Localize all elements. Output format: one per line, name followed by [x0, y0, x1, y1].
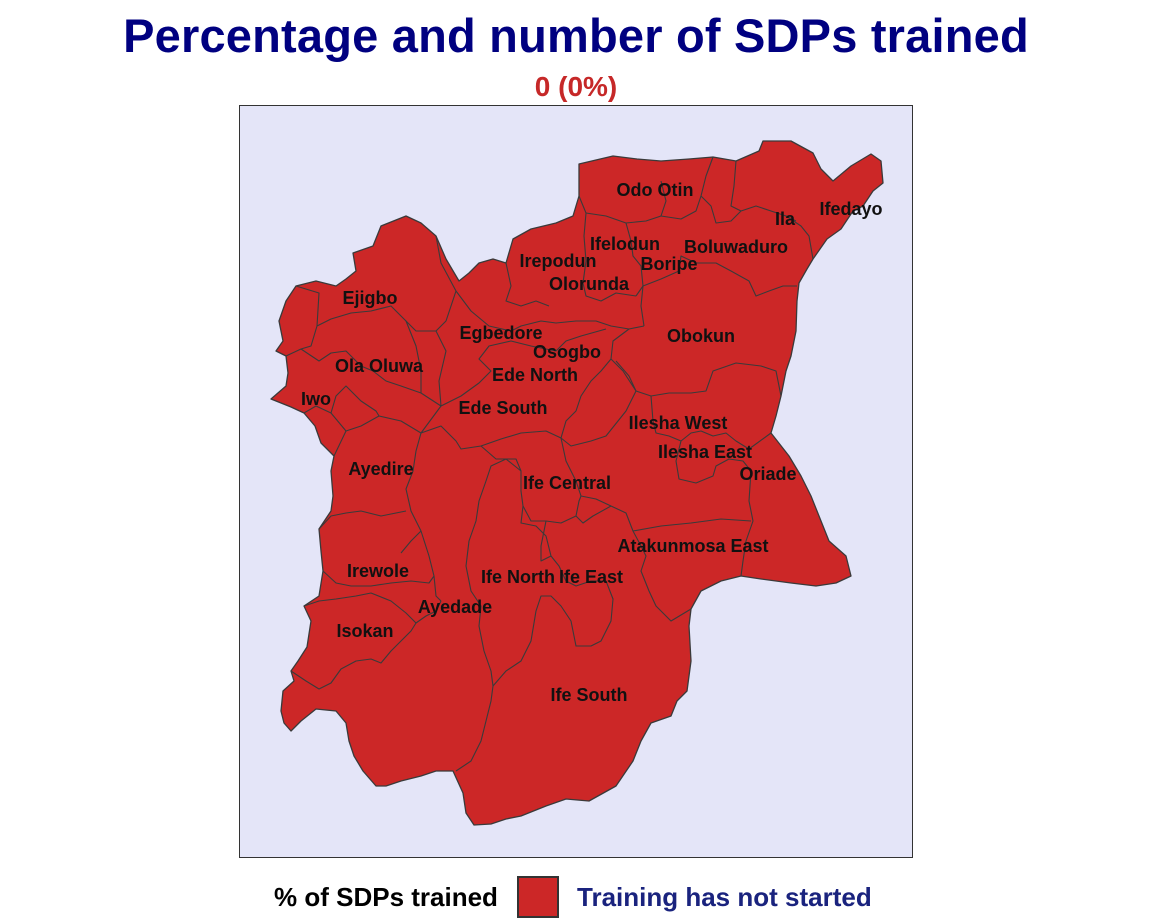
lga-label-irepodun: Irepodun	[520, 251, 597, 271]
choropleth-map: Odo Otin Ila Ifedayo Ifelodun Boluwaduro Irep…	[239, 105, 913, 858]
lga-label-osogbo: Osogbo	[533, 342, 601, 362]
lga-label-ife-central: Ife Central	[523, 473, 611, 493]
lga-labels: Odo Otin Ila Ifedayo Ifelodun Boluwaduro Irep…	[301, 180, 883, 705]
lga-label-isokan: Isokan	[336, 621, 393, 641]
legend-swatch	[517, 876, 559, 918]
lga-label-ilesha-east: Ilesha East	[658, 442, 752, 462]
lga-label-ifelodun: Ifelodun	[590, 234, 660, 254]
lga-label-ayedire: Ayedire	[348, 459, 413, 479]
lga-label-boripe: Boripe	[640, 254, 697, 274]
lga-label-ejigbo: Ejigbo	[343, 288, 398, 308]
lga-label-egbedore: Egbedore	[459, 323, 542, 343]
lga-label-ede-south: Ede South	[459, 398, 548, 418]
lga-label-ola-oluwa: Ola Oluwa	[335, 356, 424, 376]
lga-label-ife-north: Ife North	[481, 567, 555, 587]
map-subtitle: 0 (0%)	[534, 71, 618, 102]
lga-borders	[285, 156, 814, 772]
lga-label-olorunda: Olorunda	[549, 274, 630, 294]
lga-label-obokun: Obokun	[667, 326, 735, 346]
map-title: Percentage and number of SDPs trained	[123, 9, 1029, 62]
lga-label-boluwaduro: Boluwaduro	[684, 237, 788, 257]
lga-label-ede-north: Ede North	[492, 365, 578, 385]
lga-label-ifedayo: Ifedayo	[819, 199, 882, 219]
lga-label-iwo: Iwo	[301, 389, 331, 409]
legend-item-label: Training has not started	[577, 882, 872, 912]
lga-label-oriade: Oriade	[739, 464, 796, 484]
lga-label-ife-south: Ife South	[551, 685, 628, 705]
lga-label-ila: Ila	[775, 209, 796, 229]
legend-title: % of SDPs trained	[274, 882, 498, 912]
map-svg: Odo Otin Ila Ifedayo Ifelodun Boluwaduro Irep…	[270, 140, 884, 826]
lga-label-ilesha-west: Ilesha West	[629, 413, 728, 433]
lga-label-ayedade: Ayedade	[418, 597, 492, 617]
lga-label-ife-east: Ife East	[559, 567, 623, 587]
lga-label-odo-otin: Odo Otin	[617, 180, 694, 200]
lga-label-irewole: Irewole	[347, 561, 409, 581]
lga-label-atakunmosa-east: Atakunmosa East	[617, 536, 768, 556]
